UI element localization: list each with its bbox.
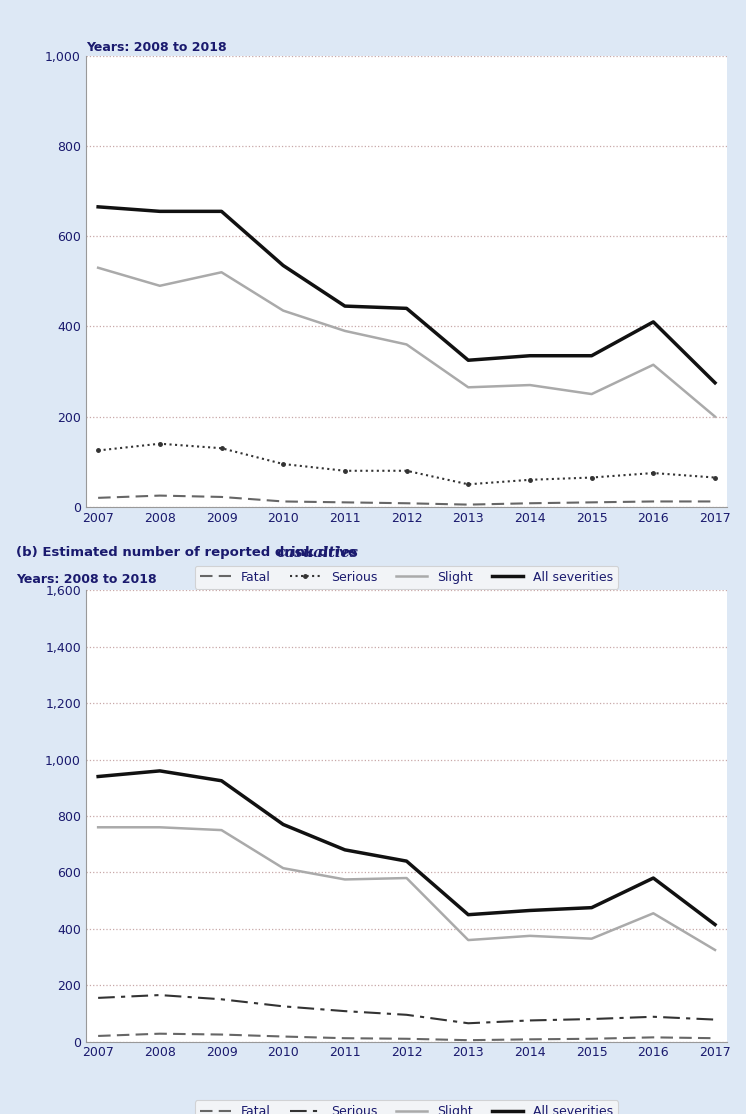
Text: (b) Estimated number of reported drink drive: (b) Estimated number of reported drink d… [16,546,362,559]
Text: Years: 2008 to 2018: Years: 2008 to 2018 [86,41,227,55]
Text: casualties: casualties [276,546,358,560]
Legend: Fatal, Serious, Slight, All severities: Fatal, Serious, Slight, All severities [195,566,618,588]
Legend: Fatal, Serious, Slight, All severities: Fatal, Serious, Slight, All severities [195,1101,618,1114]
Text: Years: 2008 to 2018: Years: 2008 to 2018 [16,573,157,586]
